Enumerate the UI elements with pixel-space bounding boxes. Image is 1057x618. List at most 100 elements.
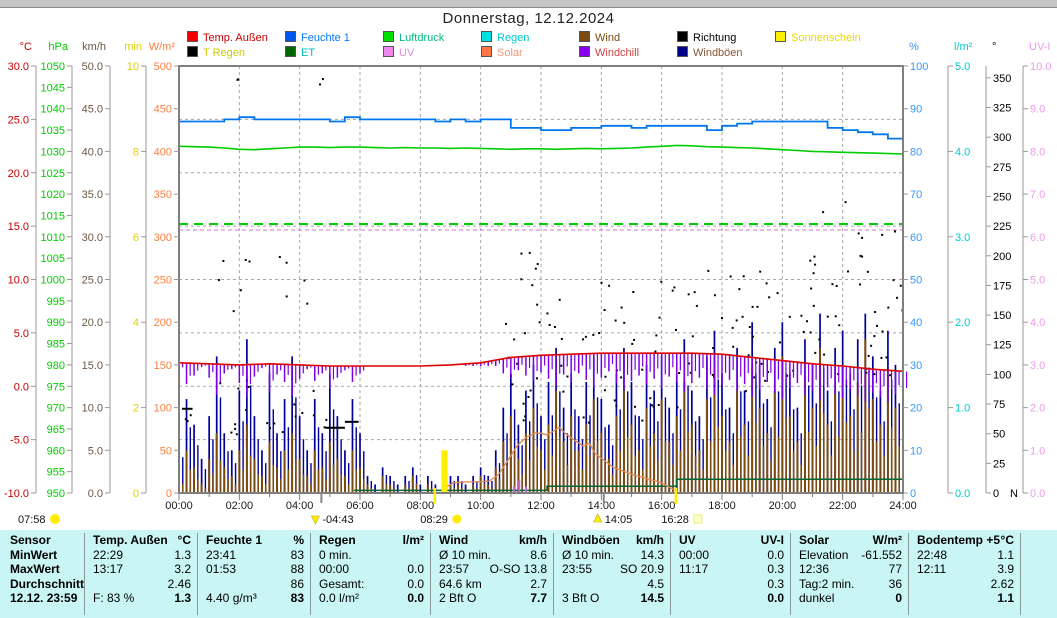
svg-text:10:00: 10:00 [467,500,495,512]
legend-swatch [285,31,296,42]
table-cell: 12:11 [917,562,947,577]
table-cell: 01:53 [206,562,237,577]
table-row: 23:41 83 [198,548,311,563]
table-cell: 4.40 g/m³ [206,591,257,606]
svg-text:100: 100 [154,403,172,415]
table-row: 2.46 [85,577,198,592]
table-cell: MaxWert [10,562,60,577]
svg-text:100: 100 [910,61,928,73]
table-row: Elevation -61.552 [791,548,909,563]
svg-text:02:00: 02:00 [226,500,254,512]
table-row: Tag:2 min. 36 [791,577,909,592]
table-cell: 14.3 [640,547,664,562]
table-cell: 1.1 [997,547,1014,562]
legend-item-regen: Regen [481,31,529,44]
svg-text:8: 8 [133,146,139,158]
svg-text:45.0: 45.0 [82,104,103,116]
svg-text:1030: 1030 [41,146,65,158]
svg-text:25.0: 25.0 [8,114,29,126]
svg-text:20:00: 20:00 [769,500,797,512]
table-cell: 0.0 [407,562,424,577]
table-row: Gesamt: 0.0 [311,577,431,592]
table-cell: 3.2 [174,562,191,577]
svg-text:1045: 1045 [41,82,65,94]
table-row: 2 Bft O 7.7 [431,591,554,606]
svg-text:1020: 1020 [41,189,65,201]
svg-text:15.0: 15.0 [82,360,103,372]
svg-text:1050: 1050 [41,61,65,73]
legend-label: Regen [497,32,530,44]
legend-item-uv: UV [383,46,414,59]
table-row: Wind km/h [431,533,554,548]
svg-text:0.0: 0.0 [1030,488,1045,500]
svg-text:50: 50 [993,429,1005,441]
svg-text:l/m²: l/m² [954,41,973,53]
table-cell: Wind [439,533,469,547]
svg-text:500: 500 [154,61,172,73]
table-right-edge [1020,533,1021,615]
svg-text:0.0: 0.0 [88,488,103,500]
svg-text:04:00: 04:00 [286,500,314,512]
table-cell: 3.9 [997,562,1014,577]
table-cell: l/m² [402,533,424,547]
svg-text:hPa: hPa [48,41,68,53]
table-row: 22:29 1.3 [85,548,198,563]
svg-text:%: % [909,41,919,53]
table-column-windb-en: Windböen km/h Ø 10 min. 14.3 23:55 SO 20.9 4.5… [553,533,671,615]
legend-swatch [775,31,786,42]
svg-text:325: 325 [993,103,1011,115]
legend-item-wind: Wind [579,31,620,44]
table-cell: Sensor [10,533,51,547]
table-cell: 36 [888,576,902,591]
svg-text:-5.0: -5.0 [10,435,29,447]
table-row: 64.6 km 2.7 [431,577,554,592]
table-cell: 12.12. 23:59 [10,591,78,606]
svg-text:0: 0 [910,488,916,500]
svg-text:08:00: 08:00 [407,500,435,512]
x-event-label: -04:43 [322,514,353,526]
svg-text:995: 995 [47,296,65,308]
table-row: 12:11 3.9 [909,562,1021,577]
table-row: 22:48 1.1 [909,548,1021,563]
svg-text:0: 0 [993,488,999,500]
table-row: 0.0 [671,591,791,606]
table-cell: 22:48 [917,547,948,562]
svg-text:20: 20 [910,403,922,415]
table-cell: 0.0 [407,576,424,591]
svg-text:4.0: 4.0 [955,146,970,158]
svg-text:175: 175 [993,280,1011,292]
table-cell: 00:00 [679,547,710,562]
legend-swatch [187,46,198,57]
svg-text:80: 80 [910,146,922,158]
svg-text:150: 150 [154,360,172,372]
table-cell: 0 min. [319,547,352,562]
legend-swatch [383,46,394,57]
svg-text:25: 25 [993,458,1005,470]
svg-text:1035: 1035 [41,125,65,137]
table-row: 12.12. 23:59 [2,591,84,606]
legend-label: Feuchte 1 [301,32,350,44]
svg-text:°C: °C [20,41,32,53]
x-annotations: -04:43 08:29 14:05 16:28 07:58 [18,488,703,526]
svg-text:250: 250 [154,275,172,287]
table-cell: 88 [290,562,304,577]
table-cell: km/h [635,533,664,547]
table-cell: 0.0 [767,547,784,562]
svg-text:1.0: 1.0 [955,403,970,415]
svg-text:990: 990 [47,317,65,329]
table-column-temp-au-en: Temp. Außen °C 22:29 1.3 13:17 3.2 2.46 F: 83 %… [84,533,198,615]
svg-text:275: 275 [993,162,1011,174]
svg-text:km/h: km/h [82,41,106,53]
table-cell: 12:36 [799,562,830,577]
svg-text:12:00: 12:00 [527,500,555,512]
svg-text:06:00: 06:00 [346,500,374,512]
svg-text:1025: 1025 [41,168,65,180]
table-cell: 2.7 [530,576,547,591]
table-cell: 8.6 [530,547,547,562]
table-cell: 64.6 km [439,576,482,591]
table-row: 0 min. [311,548,431,563]
table-cell: Ø 10 min. [562,547,615,562]
table-row: Solar W/m² [791,533,909,548]
svg-text:°: ° [992,41,996,53]
